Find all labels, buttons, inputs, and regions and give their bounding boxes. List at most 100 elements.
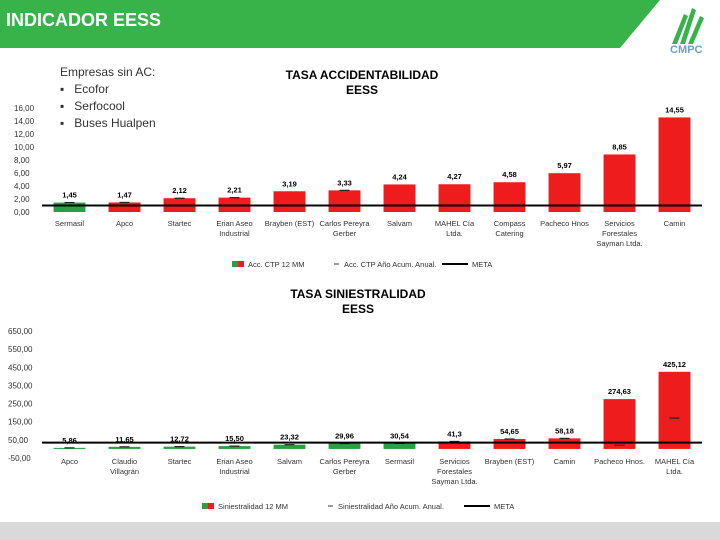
header-diagonal bbox=[620, 0, 660, 48]
category-label: Ltda. bbox=[446, 229, 463, 238]
note-item: Ecofor bbox=[60, 81, 156, 98]
y-tick-label: 250,00 bbox=[8, 400, 33, 409]
data-label: 3,33 bbox=[337, 178, 352, 187]
chart-title: EESS bbox=[346, 83, 378, 97]
data-label: 12,72 bbox=[170, 435, 189, 444]
category-label: Forestales bbox=[437, 467, 472, 476]
bar bbox=[53, 202, 86, 212]
bar bbox=[438, 441, 471, 449]
y-tick-label: 4,00 bbox=[14, 182, 30, 191]
legend-label: Acc. CTP 12 MM bbox=[248, 260, 305, 269]
category-label: Startec bbox=[168, 457, 192, 466]
category-label: Erian Aseo bbox=[216, 219, 252, 228]
category-label: Pacheco Hnos bbox=[540, 219, 589, 228]
data-label: 8,85 bbox=[612, 142, 627, 151]
data-label: 5,97 bbox=[557, 161, 572, 170]
bar bbox=[273, 191, 306, 212]
y-tick-label: 8,00 bbox=[14, 156, 30, 165]
y-tick-label: 12,00 bbox=[14, 130, 35, 139]
y-tick-label: -50,00 bbox=[8, 454, 31, 463]
bar bbox=[548, 438, 581, 449]
legend-swatch-red bbox=[238, 261, 244, 267]
category-label: Catering bbox=[495, 229, 523, 238]
category-label: Villagrán bbox=[110, 467, 139, 476]
legend-label: Acc. CTP Año Acum. Anual. bbox=[344, 260, 436, 269]
y-tick-label: 10,00 bbox=[14, 143, 35, 152]
y-tick-label: 6,00 bbox=[14, 169, 30, 178]
category-label: Industrial bbox=[219, 467, 250, 476]
data-label: 30,54 bbox=[390, 431, 410, 440]
bar bbox=[328, 443, 361, 449]
bar bbox=[273, 444, 306, 449]
note-list: Ecofor Serfocool Buses Hualpen bbox=[60, 81, 156, 132]
chart-title: EESS bbox=[342, 302, 374, 316]
category-label: Sayman Ltda. bbox=[596, 239, 642, 248]
category-label: Sayman Ltda. bbox=[431, 477, 477, 486]
data-label: 425,12 bbox=[663, 360, 686, 369]
bar bbox=[603, 399, 636, 449]
category-label: Startec bbox=[168, 219, 192, 228]
y-tick-label: 150,00 bbox=[8, 418, 33, 427]
category-label: Pacheco Hnos. bbox=[594, 457, 645, 466]
bar bbox=[163, 446, 196, 449]
page-title: INDICADOR EESS bbox=[6, 10, 162, 30]
bar bbox=[383, 184, 416, 212]
bar bbox=[108, 446, 141, 449]
category-label: Gerber bbox=[333, 467, 357, 476]
data-label: 15,50 bbox=[225, 434, 244, 443]
y-tick-label: 650,00 bbox=[8, 327, 33, 336]
y-tick-label: 14,00 bbox=[14, 117, 35, 126]
y-tick-label: 0,00 bbox=[14, 208, 30, 217]
category-label: Brayben (EST) bbox=[265, 219, 315, 228]
y-tick-label: 50,00 bbox=[8, 436, 29, 445]
bar bbox=[108, 202, 141, 212]
data-label: 5,86 bbox=[62, 436, 77, 445]
category-label: Erian Aseo bbox=[216, 457, 252, 466]
y-tick-label: 550,00 bbox=[8, 345, 33, 354]
category-label: Apco bbox=[61, 457, 78, 466]
legend-label: Siniestralidad 12 MM bbox=[218, 502, 288, 511]
category-label: Claudio bbox=[112, 457, 137, 466]
data-label: 1,45 bbox=[62, 191, 77, 200]
category-label: Servicios bbox=[439, 457, 470, 466]
data-label: 4,24 bbox=[392, 172, 407, 181]
cmpc-logo-icon bbox=[672, 8, 704, 44]
category-label: Brayben (EST) bbox=[485, 457, 535, 466]
y-tick-label: 450,00 bbox=[8, 363, 33, 372]
legend-label: META bbox=[494, 502, 514, 511]
bar bbox=[603, 154, 636, 212]
data-label: 4,27 bbox=[447, 172, 462, 181]
category-label: Carlos Pereyra bbox=[319, 457, 370, 466]
data-label: 14,55 bbox=[665, 105, 684, 114]
category-label: Compass bbox=[494, 219, 526, 228]
y-tick-label: 2,00 bbox=[14, 195, 30, 204]
data-label: 58,18 bbox=[555, 426, 574, 435]
y-tick-label: 350,00 bbox=[8, 381, 33, 390]
note-item: Buses Hualpen bbox=[60, 115, 155, 132]
chart-title: TASA SINIESTRALIDAD bbox=[290, 287, 426, 301]
category-label: Camin bbox=[664, 219, 686, 228]
bar bbox=[493, 182, 526, 212]
legend-label: META bbox=[472, 260, 492, 269]
data-label: 4,58 bbox=[502, 170, 517, 179]
category-label: Forestales bbox=[602, 229, 637, 238]
data-label: 54,65 bbox=[500, 427, 519, 436]
data-label: 1,47 bbox=[117, 190, 132, 199]
category-label: Salvam bbox=[277, 457, 302, 466]
header-bar bbox=[0, 0, 720, 48]
category-label: Industrial bbox=[219, 229, 250, 238]
note-item: Serfocool bbox=[60, 98, 156, 115]
note-title: Empresas sin AC: bbox=[60, 65, 156, 79]
category-label: MAHEL Cía bbox=[655, 457, 695, 466]
category-label: Carlos Pereyra bbox=[319, 219, 370, 228]
category-label: MAHEL Cía bbox=[435, 219, 475, 228]
category-label: Salvam bbox=[387, 219, 412, 228]
category-label: Ltda. bbox=[666, 467, 683, 476]
companies-note: Empresas sin AC: Ecofor Serfocool Buses … bbox=[60, 64, 156, 132]
data-label: 41,3 bbox=[447, 429, 462, 438]
bar bbox=[493, 439, 526, 449]
bar bbox=[658, 371, 691, 449]
footer-bar bbox=[0, 522, 720, 540]
